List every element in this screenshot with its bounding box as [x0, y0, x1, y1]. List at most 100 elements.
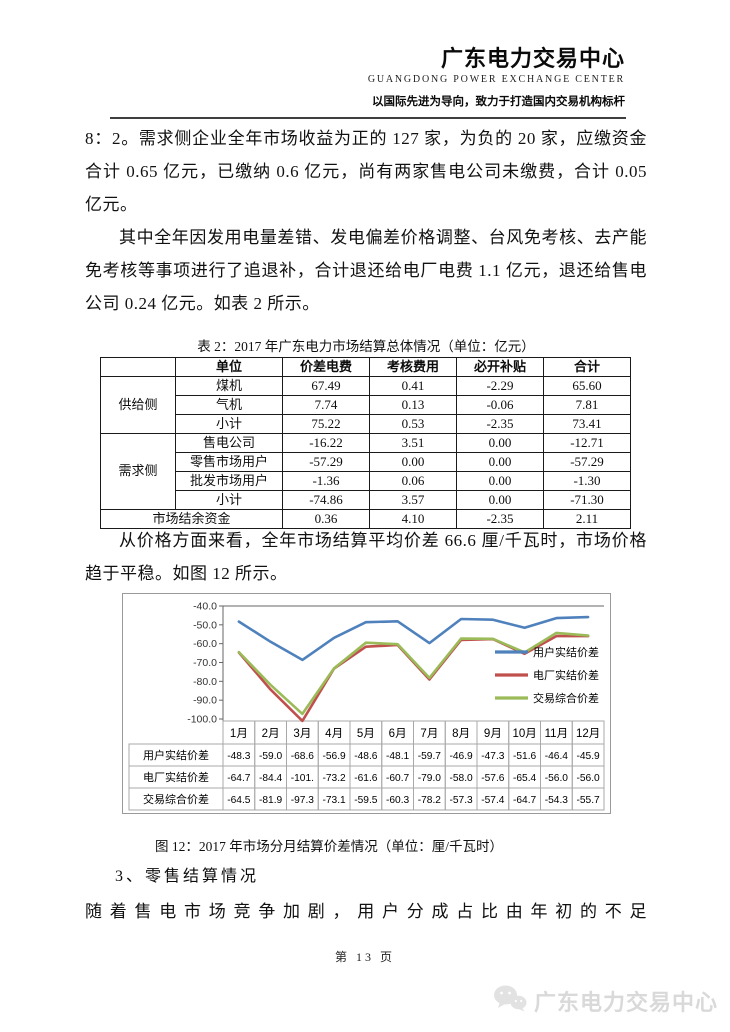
legend-label: 用户实结价差 [533, 645, 599, 659]
value-cell [571, 787, 605, 811]
y-axis-tick-label: -80.0 [193, 676, 217, 688]
y-axis-tick-label: -90.0 [193, 695, 217, 707]
value-label: -78.2 [418, 795, 442, 806]
table-header-cell: 合计 [543, 357, 631, 377]
value-label: -58.0 [450, 773, 474, 784]
value-label: -57.4 [481, 795, 505, 806]
value-label: -60.3 [386, 795, 410, 806]
table-cell: 3.57 [369, 490, 457, 510]
x-axis-label: 10月 [512, 728, 536, 740]
value-label: -64.5 [227, 795, 251, 806]
table-cell: 售电公司 [175, 433, 283, 453]
watermark-text: 广东电力交易中心 [533, 990, 718, 1015]
table-group-cell: 供给侧 [100, 376, 176, 434]
table-cell: 0.00 [369, 452, 457, 472]
table-group-cell: 需求侧 [100, 433, 176, 510]
y-axis-tick-label: -60.0 [193, 638, 217, 650]
table-row: 批发市场用户 -1.36 0.06 0.00 -1.30 [101, 471, 631, 491]
table-header-cell: 必开补贴 [456, 357, 544, 377]
x-axis-label: 7月 [420, 728, 438, 740]
value-label: -48.1 [386, 751, 410, 762]
value-label: -79.0 [418, 773, 442, 784]
value-label: -56.0 [577, 773, 601, 784]
value-label: -73.2 [323, 773, 347, 784]
series-label: 交易综合价差 [143, 792, 209, 806]
value-label: -48.3 [227, 751, 251, 762]
value-label: -56.0 [545, 773, 569, 784]
paragraph: 其中全年因发用电量差错、发电偏差价格调整、台风免考核、去产能免考核等事项进行了追… [85, 228, 647, 313]
table-footer-row: 市场结余资金 0.36 4.10 -2.35 2.11 [100, 509, 631, 529]
y-axis-tick-label: -40.0 [193, 601, 217, 613]
x-axis-label: 3月 [293, 728, 311, 740]
table-cell: -71.30 [543, 490, 631, 510]
series-line [237, 631, 590, 716]
table-cell: 煤机 [175, 376, 283, 396]
y-axis-tick-label: -100.0 [187, 714, 217, 726]
org-title: 广东电力交易中心 [440, 46, 625, 71]
value-label: -54.3 [545, 795, 569, 806]
value-label: -57.6 [481, 773, 505, 784]
x-axis-label: 9月 [484, 728, 502, 740]
x-axis-label: 1月 [230, 728, 248, 740]
table-cell: -57.29 [282, 452, 370, 472]
watermark: 广东电力交易中心 [493, 984, 718, 1018]
value-label: -45.9 [577, 751, 601, 762]
table-cell: -2.29 [456, 376, 544, 396]
value-label: -47.3 [481, 751, 505, 762]
x-axis-label: 5月 [357, 728, 375, 740]
value-label: -61.6 [354, 773, 378, 784]
table-cell: 0.00 [456, 490, 544, 510]
series-label: 电厂实结价差 [143, 770, 209, 784]
value-label: -81.9 [259, 795, 283, 806]
legend-label: 电厂实结价差 [533, 668, 599, 682]
value-label: -57.3 [450, 795, 474, 806]
table-row: 气机 7.74 0.13 -0.06 7.81 [101, 395, 631, 415]
settlement-table-body: 供给侧 煤机 67.49 0.41 -2.29 65.60 气机 7.74 0.13 -0.06 7… [100, 376, 631, 529]
value-label: -59.0 [259, 751, 283, 762]
table-cell: 7.74 [282, 395, 370, 415]
table-header-cell [100, 357, 176, 377]
value-label: -60.7 [386, 773, 410, 784]
table-row: 小计 -74.86 3.57 0.00 -71.30 [101, 490, 631, 510]
settlement-table-head: 单位 价差电费 考核费用 必开补贴 合计 [100, 357, 631, 377]
settlement-chart: -40.0 -50.0 -60.0 -70.0 -80.0 -90.0 -100.0 1月 2月… [122, 593, 611, 814]
paragraph: 从价格方面来看，全年市场结算平均价差 66.6 厘/千瓦时，市场价格趋于平稳。如… [85, 531, 647, 583]
table-cell: 75.22 [282, 414, 370, 434]
x-axis-label: 2月 [262, 728, 280, 740]
value-label: -59.7 [418, 751, 442, 762]
table-cell: 7.81 [543, 395, 631, 415]
table-cell: 4.10 [369, 509, 457, 529]
value-label: -59.5 [354, 795, 378, 806]
series-line [237, 615, 590, 662]
table-cell: 3.51 [369, 433, 457, 453]
value-label: -84.4 [259, 773, 283, 784]
table-header-row: 单位 价差电费 考核费用 必开补贴 合计 [100, 357, 631, 377]
table-footer-label: 市场结余资金 [100, 509, 283, 529]
x-axis-label: 11月 [545, 728, 568, 740]
y-axis-tick-label: -50.0 [193, 619, 217, 631]
table-cell: 0.00 [456, 452, 544, 472]
x-axis-label: 4月 [325, 728, 343, 740]
table-cell: -2.35 [456, 414, 544, 434]
table-cell: 批发市场用户 [175, 471, 283, 491]
value-label: -56.9 [323, 751, 347, 762]
value-label: -73.1 [323, 795, 347, 806]
table-cell: 0.00 [456, 471, 544, 491]
table-cell: -2.35 [456, 509, 544, 529]
table-cell: 0.13 [369, 395, 457, 415]
table-row: 供给侧 煤机 67.49 0.41 -2.29 65.60 [100, 376, 631, 434]
table-row: 小计 75.22 0.53 -2.35 73.41 [101, 414, 631, 434]
series-label: 用户实结价差 [143, 748, 209, 762]
org-subtitle: GUANGDONG POWER EXCHANGE CENTER [367, 74, 625, 86]
body-text: 8：2。需求侧企业全年市场收益为正的 127 家，为负的 20 家，应缴资金合计… [85, 122, 647, 320]
value-label: -101. [291, 773, 314, 784]
org-tagline: 以国际先进为导向，致力于打造国内交易机构标杆 [372, 96, 625, 109]
table-cell: 0.41 [369, 376, 457, 396]
settlement-chart-svg: -40.0 -50.0 -60.0 -70.0 -80.0 -90.0 -100.0 1月 2月… [128, 601, 605, 811]
table-cell: 73.41 [543, 414, 631, 434]
section-heading: 3、零售结算情况 [115, 868, 260, 885]
table-cell: 0.00 [456, 433, 544, 453]
page-number: 第 13 页 [334, 950, 395, 964]
table-cell: 小计 [175, 414, 283, 434]
